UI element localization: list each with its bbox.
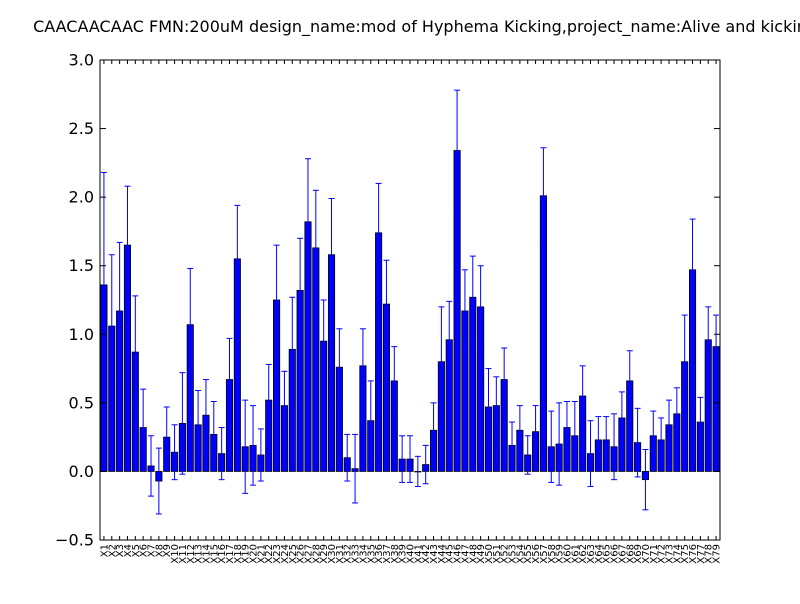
x-tick-label: X24 bbox=[280, 544, 291, 564]
x-tick-label: X12 bbox=[186, 544, 197, 564]
x-tick-label: X71 bbox=[649, 544, 660, 564]
x-tick-label: X44 bbox=[437, 544, 448, 564]
y-tick-label: 3.0 bbox=[69, 51, 94, 70]
x-tick-label: X51 bbox=[492, 544, 503, 564]
x-tick-label: X2 bbox=[107, 544, 118, 557]
x-tick-label: X54 bbox=[515, 544, 526, 564]
x-tick-label: X57 bbox=[539, 544, 550, 564]
x-tick-label: X73 bbox=[664, 544, 675, 564]
x-tick-label: X64 bbox=[594, 544, 605, 564]
x-tick-label: X53 bbox=[508, 544, 519, 564]
x-axis: X1X2X3X4X5X6X7X8X9X10X11X12X13X14X15X16X… bbox=[99, 60, 723, 564]
x-tick-label: X15 bbox=[209, 544, 220, 564]
x-tick-label: X14 bbox=[201, 544, 212, 564]
x-tick-label: X20 bbox=[249, 544, 260, 564]
x-tick-label: X56 bbox=[531, 544, 542, 564]
error-bars-layer bbox=[100, 89, 720, 515]
x-tick-label: X7 bbox=[147, 544, 158, 557]
x-tick-label: X26 bbox=[296, 544, 307, 564]
x-tick-label: X65 bbox=[602, 544, 613, 564]
x-tick-label: X52 bbox=[500, 544, 511, 564]
x-tick-label: X61 bbox=[570, 544, 581, 564]
x-tick-label: X11 bbox=[178, 544, 189, 564]
y-tick-label: 2.0 bbox=[69, 188, 94, 207]
y-tick-label: 2.5 bbox=[69, 119, 94, 138]
x-tick-label: X76 bbox=[688, 544, 699, 564]
x-tick-label: X69 bbox=[633, 544, 644, 564]
x-tick-label: X13 bbox=[194, 544, 205, 564]
x-tick-label: X74 bbox=[672, 544, 683, 564]
x-tick-label: X4 bbox=[123, 544, 134, 557]
x-tick-label: X9 bbox=[162, 544, 173, 557]
x-tick-label: X22 bbox=[264, 544, 275, 564]
x-tick-label: X55 bbox=[523, 544, 534, 564]
x-tick-label: X35 bbox=[366, 544, 377, 564]
x-tick-label: X16 bbox=[217, 544, 228, 564]
x-tick-label: X66 bbox=[610, 544, 621, 564]
x-tick-label: X75 bbox=[680, 544, 691, 564]
x-tick-label: X63 bbox=[586, 544, 597, 564]
x-tick-label: X19 bbox=[241, 544, 252, 564]
x-tick-label: X21 bbox=[256, 544, 267, 564]
x-tick-label: X45 bbox=[445, 544, 456, 564]
x-tick-label: X30 bbox=[327, 544, 338, 564]
x-tick-label: X62 bbox=[578, 544, 589, 564]
x-tick-label: X42 bbox=[421, 544, 432, 564]
x-tick-label: X67 bbox=[617, 544, 628, 564]
x-tick-label: X31 bbox=[335, 544, 346, 564]
x-tick-label: X78 bbox=[704, 544, 715, 564]
x-tick-label: X34 bbox=[358, 544, 369, 564]
y-tick-label: −0.5 bbox=[55, 531, 94, 550]
x-tick-label: X27 bbox=[303, 544, 314, 564]
x-tick-label: X32 bbox=[343, 544, 354, 564]
x-tick-label: X37 bbox=[382, 544, 393, 564]
x-tick-label: X79 bbox=[712, 544, 723, 564]
x-tick-label: X68 bbox=[625, 544, 636, 564]
x-tick-label: X48 bbox=[468, 544, 479, 564]
bars-layer bbox=[100, 150, 720, 482]
x-tick-label: X1 bbox=[99, 544, 110, 557]
x-tick-label: X50 bbox=[484, 544, 495, 564]
y-axis: −0.5 0.0 0.5 1.0 1.5 2.0 2.5 3.0 bbox=[55, 51, 720, 550]
x-tick-label: X46 bbox=[453, 544, 464, 564]
x-tick-label: X8 bbox=[154, 544, 165, 557]
y-tick-label: 1.0 bbox=[69, 325, 94, 344]
x-tick-label: X10 bbox=[170, 544, 181, 564]
x-tick-label: X36 bbox=[374, 544, 385, 564]
x-tick-label: X33 bbox=[351, 544, 362, 564]
x-tick-label: X6 bbox=[139, 544, 150, 557]
x-tick-label: X70 bbox=[641, 544, 652, 564]
x-tick-label: X18 bbox=[233, 544, 244, 564]
x-tick-label: X59 bbox=[555, 544, 566, 564]
chart-title: CAACAACAAC FMN:200uM design_name:mod of … bbox=[33, 17, 800, 37]
x-tick-label: X47 bbox=[460, 544, 471, 564]
y-tick-label: 0.0 bbox=[69, 462, 94, 481]
x-tick-label: X38 bbox=[390, 544, 401, 564]
x-tick-label: X39 bbox=[398, 544, 409, 564]
x-tick-label: X49 bbox=[476, 544, 487, 564]
x-tick-label: X23 bbox=[272, 544, 283, 564]
y-tick-label: 0.5 bbox=[69, 393, 94, 412]
x-tick-label: X43 bbox=[429, 544, 440, 564]
x-tick-label: X5 bbox=[131, 544, 142, 557]
x-tick-label: X77 bbox=[696, 544, 707, 564]
x-tick-label: X72 bbox=[657, 544, 668, 564]
x-tick-label: X29 bbox=[319, 544, 330, 564]
x-tick-label: X17 bbox=[225, 544, 236, 564]
x-tick-label: X41 bbox=[413, 544, 424, 564]
x-tick-label: X3 bbox=[115, 544, 126, 557]
x-tick-label: X28 bbox=[311, 544, 322, 564]
x-tick-label: X25 bbox=[288, 544, 299, 564]
x-tick-label: X40 bbox=[406, 544, 417, 564]
y-tick-label: 1.5 bbox=[69, 256, 94, 275]
x-tick-label: X58 bbox=[547, 544, 558, 564]
x-tick-label: X60 bbox=[562, 544, 573, 564]
